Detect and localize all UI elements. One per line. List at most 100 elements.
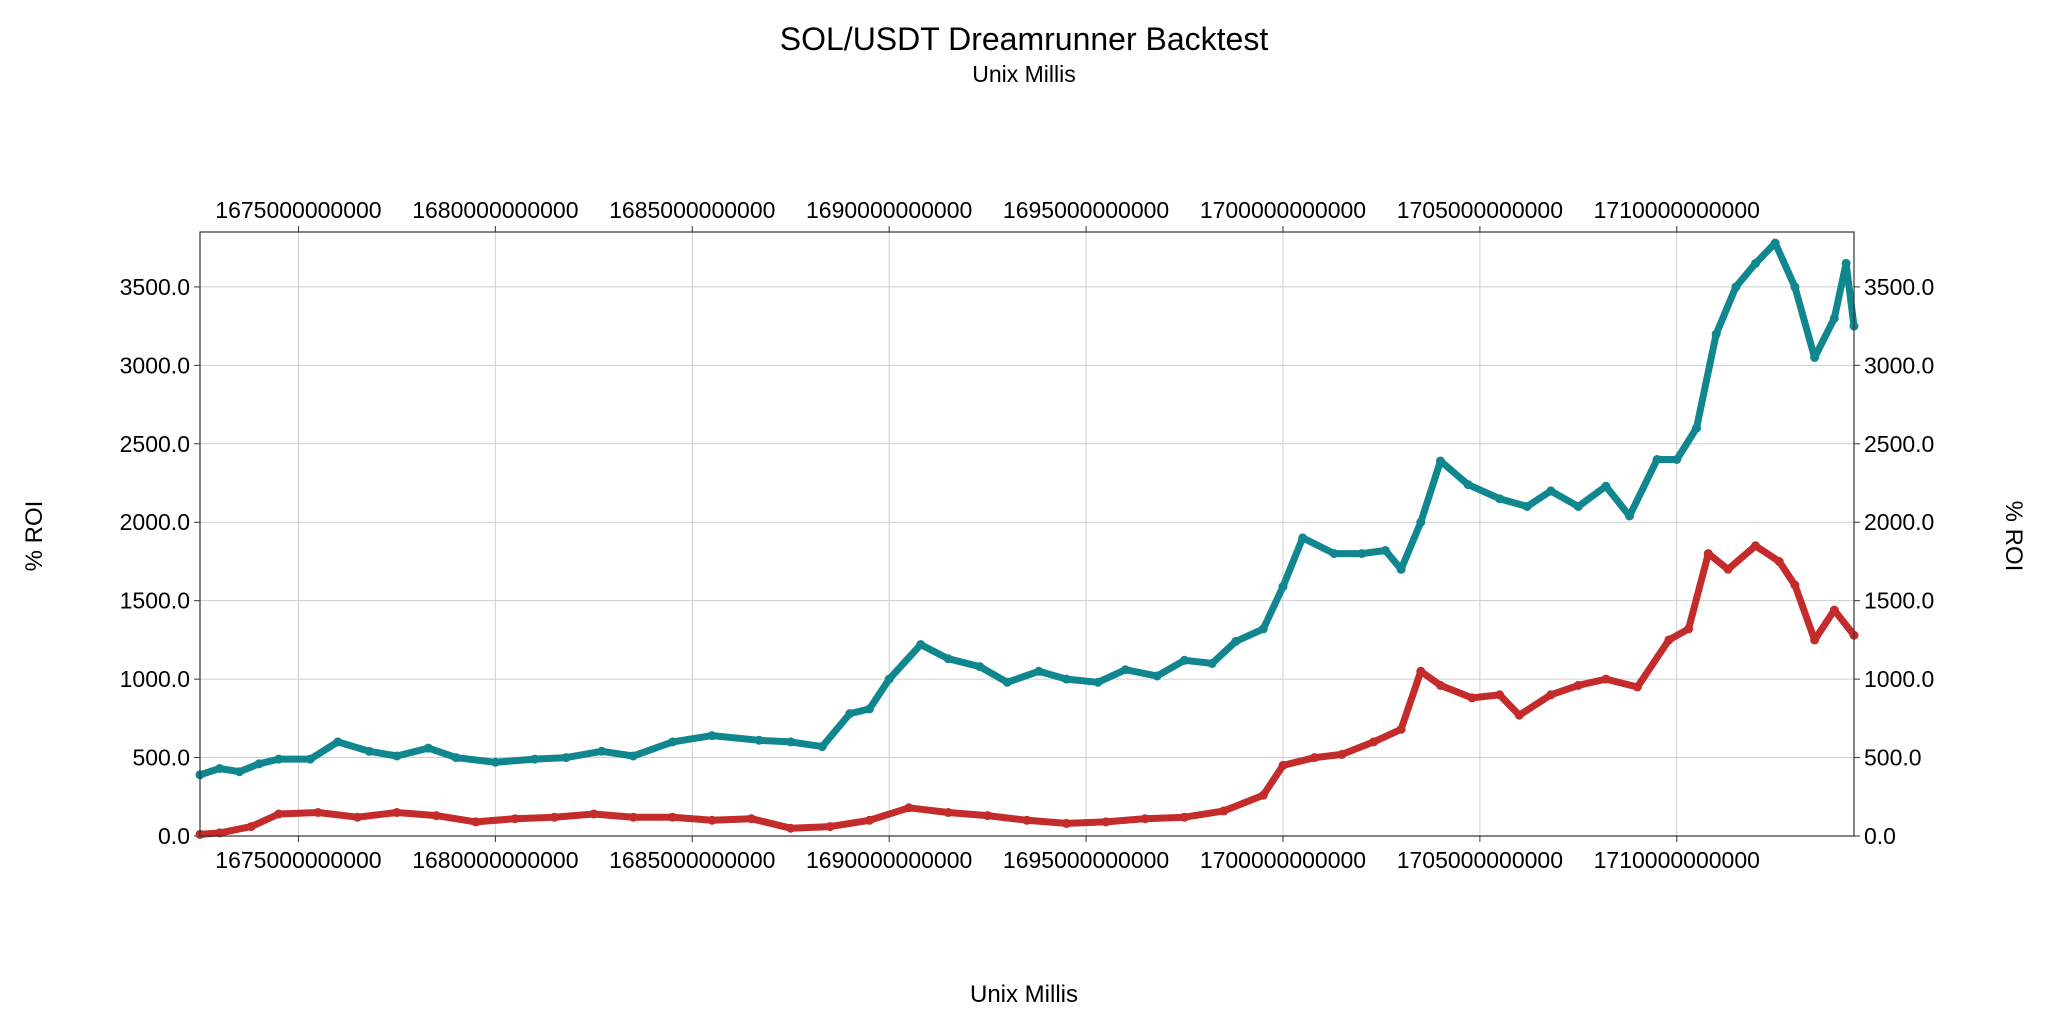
series-1-point: [1829, 313, 1839, 323]
y-tick-label-right: 500.0: [1864, 745, 1922, 771]
series-2-point: [1278, 760, 1288, 770]
series-2-point: [1573, 680, 1583, 690]
x-tick-label-top: 1680000000000: [412, 197, 578, 223]
series-2-point: [1751, 541, 1760, 551]
series-1-point: [597, 746, 607, 756]
series-2-point: [1495, 690, 1505, 700]
y-axis-title-left: % ROI: [21, 501, 48, 572]
series-1-point: [1751, 258, 1760, 268]
series-2-point: [1774, 557, 1784, 566]
series-1-point: [1770, 238, 1780, 248]
y-axis-left: 0.0 500.0 1000.0 1500.0 2000.0 2500.0 3000.0 35…: [120, 274, 190, 849]
series-1-point: [1463, 480, 1473, 490]
series-1-point: [1002, 677, 1012, 687]
series-1-point: [1692, 423, 1701, 433]
series-1-point: [975, 662, 985, 672]
x-tick-label-top: 1705000000000: [1397, 197, 1563, 223]
series-1-point: [274, 754, 284, 764]
series-2-point: [215, 828, 225, 838]
series-2-point: [1723, 564, 1733, 574]
series-2-point: [1790, 580, 1800, 590]
x-tick-label-top: 1700000000000: [1200, 197, 1366, 223]
x-tick-label-top: 1685000000000: [609, 197, 775, 223]
series-2-point: [1310, 753, 1319, 763]
series-1-point: [668, 737, 678, 747]
series-2-point: [1140, 814, 1150, 824]
y-tick-label: 1000.0: [120, 666, 190, 692]
series-1-point: [1601, 481, 1611, 491]
series-1-point: [1731, 282, 1741, 292]
series-2-point: [1022, 815, 1032, 825]
series-2-point: [904, 803, 914, 813]
series-1-point: [707, 731, 717, 741]
series-2-point: [431, 811, 441, 821]
y-tick-label: 2000.0: [120, 509, 190, 535]
series-2-point: [943, 808, 953, 817]
series-2-point: [589, 809, 599, 819]
series-2-point: [1061, 818, 1071, 828]
series-1-point: [1357, 549, 1367, 559]
series-2-point: [1416, 666, 1426, 676]
series-2-point: [392, 808, 402, 817]
series-1-point: [845, 709, 855, 719]
series-1-point: [1625, 511, 1634, 521]
x-axis-top: 1675000000000 1680000000000 1685000000000 1…: [215, 197, 1760, 223]
series-1-point: [1841, 258, 1851, 268]
chart-title: SOL/USDT Dreamrunner Backtest: [780, 21, 1269, 57]
series-2-point: [1810, 635, 1820, 645]
series-1-point: [1522, 502, 1532, 511]
y-tick-label-right: 1500.0: [1864, 588, 1934, 614]
y-tick-label-right: 2000.0: [1864, 509, 1934, 535]
y-axis-right: 0.0 500.0 1000.0 1500.0 2000.0 2500.0 3000.0 35…: [1864, 274, 1934, 849]
series-1-point: [786, 737, 796, 747]
x-tick-label: 1680000000000: [412, 847, 578, 873]
series-1-point: [1495, 494, 1505, 504]
series-2-point: [1684, 624, 1694, 634]
series-2-point: [1369, 737, 1379, 747]
series-2-point: [313, 808, 323, 817]
series-2-point: [1258, 790, 1268, 800]
series-2-point: [1829, 605, 1839, 615]
series-1-point: [490, 757, 500, 767]
y-tick-label: 1500.0: [120, 588, 190, 614]
y-tick-label: 500.0: [132, 745, 190, 771]
x-tick-label-top: 1690000000000: [806, 197, 972, 223]
series-1-point: [1416, 517, 1426, 527]
series-2-point: [1396, 724, 1406, 734]
grid: [194, 226, 1860, 842]
x-tick-label: 1710000000000: [1594, 847, 1760, 873]
series-1-point: [1061, 674, 1071, 684]
series-1-point: [1790, 282, 1800, 292]
x-tick-label: 1690000000000: [806, 847, 972, 873]
series-2-point: [1337, 749, 1347, 759]
plot-frame: [199, 231, 1855, 837]
series-1-point: [561, 753, 571, 763]
series-2-point: [549, 812, 559, 822]
series-1-point: [1652, 455, 1662, 464]
chart-subtitle: Unix Millis: [972, 61, 1076, 87]
y-tick-label: 3000.0: [120, 352, 190, 378]
series-2-point: [786, 823, 796, 833]
x-tick-label: 1685000000000: [609, 847, 775, 873]
x-tick-label-top: 1710000000000: [1594, 197, 1760, 223]
series-2-point: [1180, 812, 1189, 822]
series-1-point: [1231, 637, 1241, 646]
y-tick-label-right: 3500.0: [1864, 274, 1934, 300]
series-1-point: [1672, 455, 1682, 464]
series-1-point: [1711, 329, 1721, 339]
series-1-point: [817, 742, 827, 752]
series-1-point: [1258, 624, 1268, 634]
series-2-point: [274, 809, 284, 819]
y-axis-title-right: % ROI: [2000, 501, 2027, 572]
x-tick-label: 1700000000000: [1200, 847, 1366, 873]
series-1-point: [1278, 582, 1288, 592]
y-tick-label: 2500.0: [120, 431, 190, 457]
series-1-point: [1380, 546, 1390, 555]
series-1-point: [305, 754, 315, 764]
series-1-point: [754, 735, 764, 745]
series-2-point: [246, 822, 256, 832]
x-tick-label-top: 1695000000000: [1003, 197, 1169, 223]
series-1-point: [215, 764, 225, 773]
series-line-2: [196, 542, 1858, 838]
